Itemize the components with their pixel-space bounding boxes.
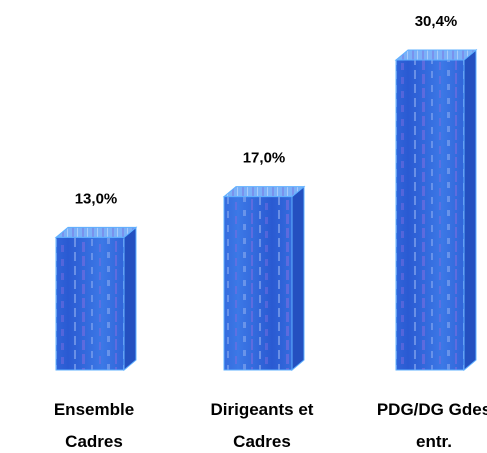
value-label-2: 17,0% [243,150,286,167]
bar-top-face [222,186,306,198]
bar-top-face [54,226,138,238]
bar-front-face [55,236,125,371]
category-label-3-line-2: entr. [416,432,452,451]
category-label-2-line-1: Dirigeants et [211,400,314,419]
category-label-2-line-2: Cadres [233,432,291,451]
bar-1 [54,226,138,372]
bar-3 [394,48,478,372]
bar-side-face [463,48,477,372]
category-label-1-line-1: Ensemble [54,400,134,419]
category-labels-layer: Ensemble Cadres Dirigeants et Cadres PDG/DG … [54,400,487,451]
value-labels-layer: 13,0% 17,0% 30,4% [75,13,458,207]
bar-2 [222,185,306,372]
bar-top-face [394,49,478,61]
value-label-1: 13,0% [75,190,118,207]
bars-layer [54,48,478,372]
category-label-1-line-2: Cadres [65,432,123,451]
category-label-3-line-1: PDG/DG Gdes [377,400,487,419]
value-label-3: 30,4% [415,13,458,30]
bar-side-face [291,185,305,372]
bar-front-face [395,59,465,371]
bar-side-face [123,226,137,372]
bar-front-face [223,196,293,371]
